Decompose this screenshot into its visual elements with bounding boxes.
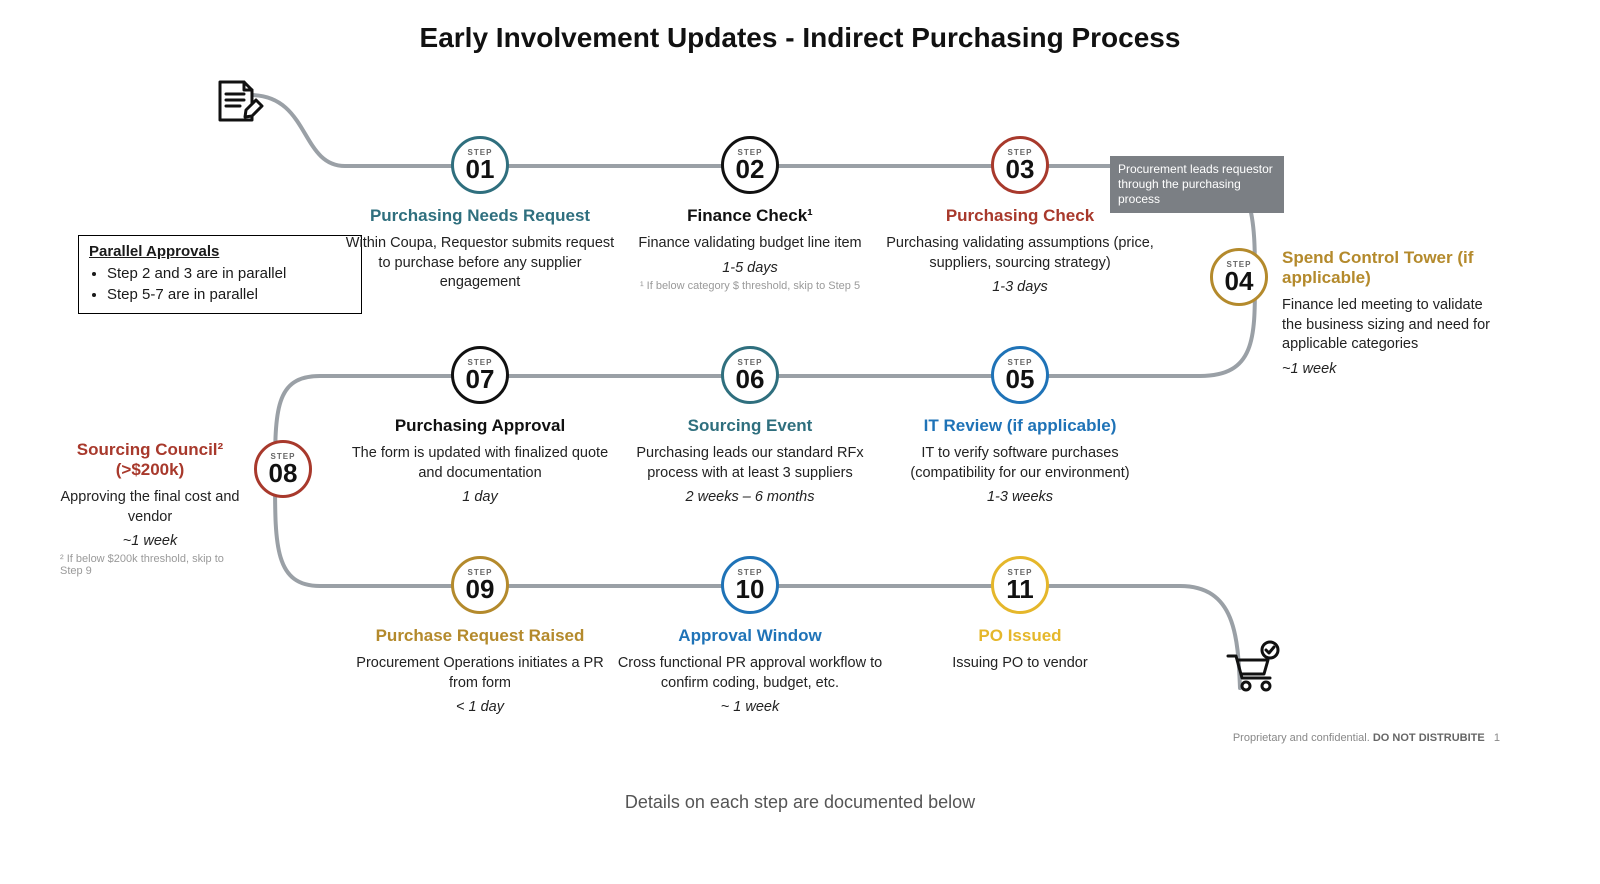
footer-prefix: Proprietary and confidential. xyxy=(1233,732,1370,744)
step-number: 10 xyxy=(736,576,765,602)
step-badge: STEP 10 xyxy=(721,556,779,614)
document-icon xyxy=(210,78,266,131)
step-title: Sourcing Council² (>$200k) xyxy=(60,440,240,480)
step-duration: 1-3 days xyxy=(880,279,1160,295)
page-title: Early Involvement Updates - Indirect Pur… xyxy=(0,22,1600,54)
step-badge: STEP 05 xyxy=(991,346,1049,404)
step-footnote: ¹ If below category $ threshold, skip to… xyxy=(610,280,890,292)
step-desc: Purchasing validating assumptions (price… xyxy=(880,234,1160,273)
step-title: IT Review (if applicable) xyxy=(880,416,1160,436)
step-duration: 1-5 days xyxy=(610,260,890,276)
step-duration: ~ 1 week xyxy=(610,699,890,715)
step-04: STEP 04 Spend Control Tower (if applicab… xyxy=(1210,248,1492,377)
step-number: 05 xyxy=(1006,366,1035,392)
step-title: Purchase Request Raised xyxy=(340,626,620,646)
step-09: STEP 09 Purchase Request Raised Procurem… xyxy=(340,556,620,715)
step-badge: STEP 07 xyxy=(451,346,509,404)
step-number: 02 xyxy=(736,156,765,182)
step-desc: Procurement Operations initiates a PR fr… xyxy=(340,654,620,693)
step-duration: 1-3 weeks xyxy=(880,489,1160,505)
step-duration: 1 day xyxy=(340,489,620,505)
step-title: Spend Control Tower (if applicable) xyxy=(1282,248,1492,288)
step-number: 08 xyxy=(269,460,298,486)
footer-page: 1 xyxy=(1494,732,1500,744)
step-title: Purchasing Needs Request xyxy=(340,206,620,226)
parallel-item: Step 5-7 are in parallel xyxy=(107,285,351,305)
step-11: STEP 11 PO Issued Issuing PO to vendor xyxy=(880,556,1160,674)
parallel-approvals-title: Parallel Approvals xyxy=(89,242,351,262)
step-title: Approval Window xyxy=(610,626,890,646)
step-duration: ~1 week xyxy=(60,533,240,549)
step-badge: STEP 11 xyxy=(991,556,1049,614)
step-badge: STEP 01 xyxy=(451,136,509,194)
step-badge: STEP 08 xyxy=(254,440,312,498)
step-number: 09 xyxy=(466,576,495,602)
step-badge: STEP 06 xyxy=(721,346,779,404)
step-05: STEP 05 IT Review (if applicable) IT to … xyxy=(880,346,1160,505)
step-desc: Finance validating budget line item xyxy=(610,234,890,254)
parallel-approvals-box: Parallel Approvals Step 2 and 3 are in p… xyxy=(78,235,362,314)
step-number: 03 xyxy=(1006,156,1035,182)
step-07: STEP 07 Purchasing Approval The form is … xyxy=(340,346,620,505)
step-badge: STEP 02 xyxy=(721,136,779,194)
cart-icon xyxy=(1224,640,1284,699)
step-desc: The form is updated with finalized quote… xyxy=(340,444,620,483)
step-footnote: ² If below $200k threshold, skip to Step… xyxy=(60,553,240,577)
step-desc: Purchasing leads our standard RFx proces… xyxy=(610,444,890,483)
step-title: PO Issued xyxy=(880,626,1160,646)
step-number: 11 xyxy=(1006,576,1034,602)
step-desc: Approving the final cost and vendor xyxy=(60,488,240,527)
step-title: Sourcing Event xyxy=(610,416,890,436)
step-01: STEP 01 Purchasing Needs Request Within … xyxy=(340,136,620,293)
step-desc: Issuing PO to vendor xyxy=(880,654,1160,674)
caption: Details on each step are documented belo… xyxy=(0,792,1600,813)
footer-note: Proprietary and confidential. DO NOT DIS… xyxy=(1233,732,1500,744)
step-badge: STEP 09 xyxy=(451,556,509,614)
step-number: 04 xyxy=(1225,268,1254,294)
step-duration: 2 weeks – 6 months xyxy=(610,489,890,505)
step-title: Purchasing Check xyxy=(880,206,1160,226)
step-duration: ~1 week xyxy=(1282,361,1492,377)
step-number: 07 xyxy=(466,366,495,392)
page: Early Involvement Updates - Indirect Pur… xyxy=(0,0,1600,884)
step-badge: STEP 04 xyxy=(1210,248,1268,306)
step-duration: < 1 day xyxy=(340,699,620,715)
parallel-item: Step 2 and 3 are in parallel xyxy=(107,264,351,284)
step-number: 01 xyxy=(466,156,495,182)
step-desc: Within Coupa, Requestor submits request … xyxy=(340,234,620,293)
step-02: STEP 02 Finance Check¹ Finance validatin… xyxy=(610,136,890,292)
parallel-approvals-list: Step 2 and 3 are in parallel Step 5-7 ar… xyxy=(89,264,351,305)
step-badge: STEP 03 xyxy=(991,136,1049,194)
step-08: Sourcing Council² (>$200k) Approving the… xyxy=(60,440,312,577)
step-06: STEP 06 Sourcing Event Purchasing leads … xyxy=(610,346,890,505)
step-desc: Finance led meeting to validate the busi… xyxy=(1282,296,1492,355)
step-number: 06 xyxy=(736,366,765,392)
step-title: Purchasing Approval xyxy=(340,416,620,436)
step-desc: IT to verify software purchases (compati… xyxy=(880,444,1160,483)
footer-bold: DO NOT DISTRUBITE xyxy=(1373,732,1485,744)
step-03: STEP 03 Purchasing Check Purchasing vali… xyxy=(880,136,1160,295)
step-desc: Cross functional PR approval workflow to… xyxy=(610,654,890,693)
step-title: Finance Check¹ xyxy=(610,206,890,226)
step-10: STEP 10 Approval Window Cross functional… xyxy=(610,556,890,715)
